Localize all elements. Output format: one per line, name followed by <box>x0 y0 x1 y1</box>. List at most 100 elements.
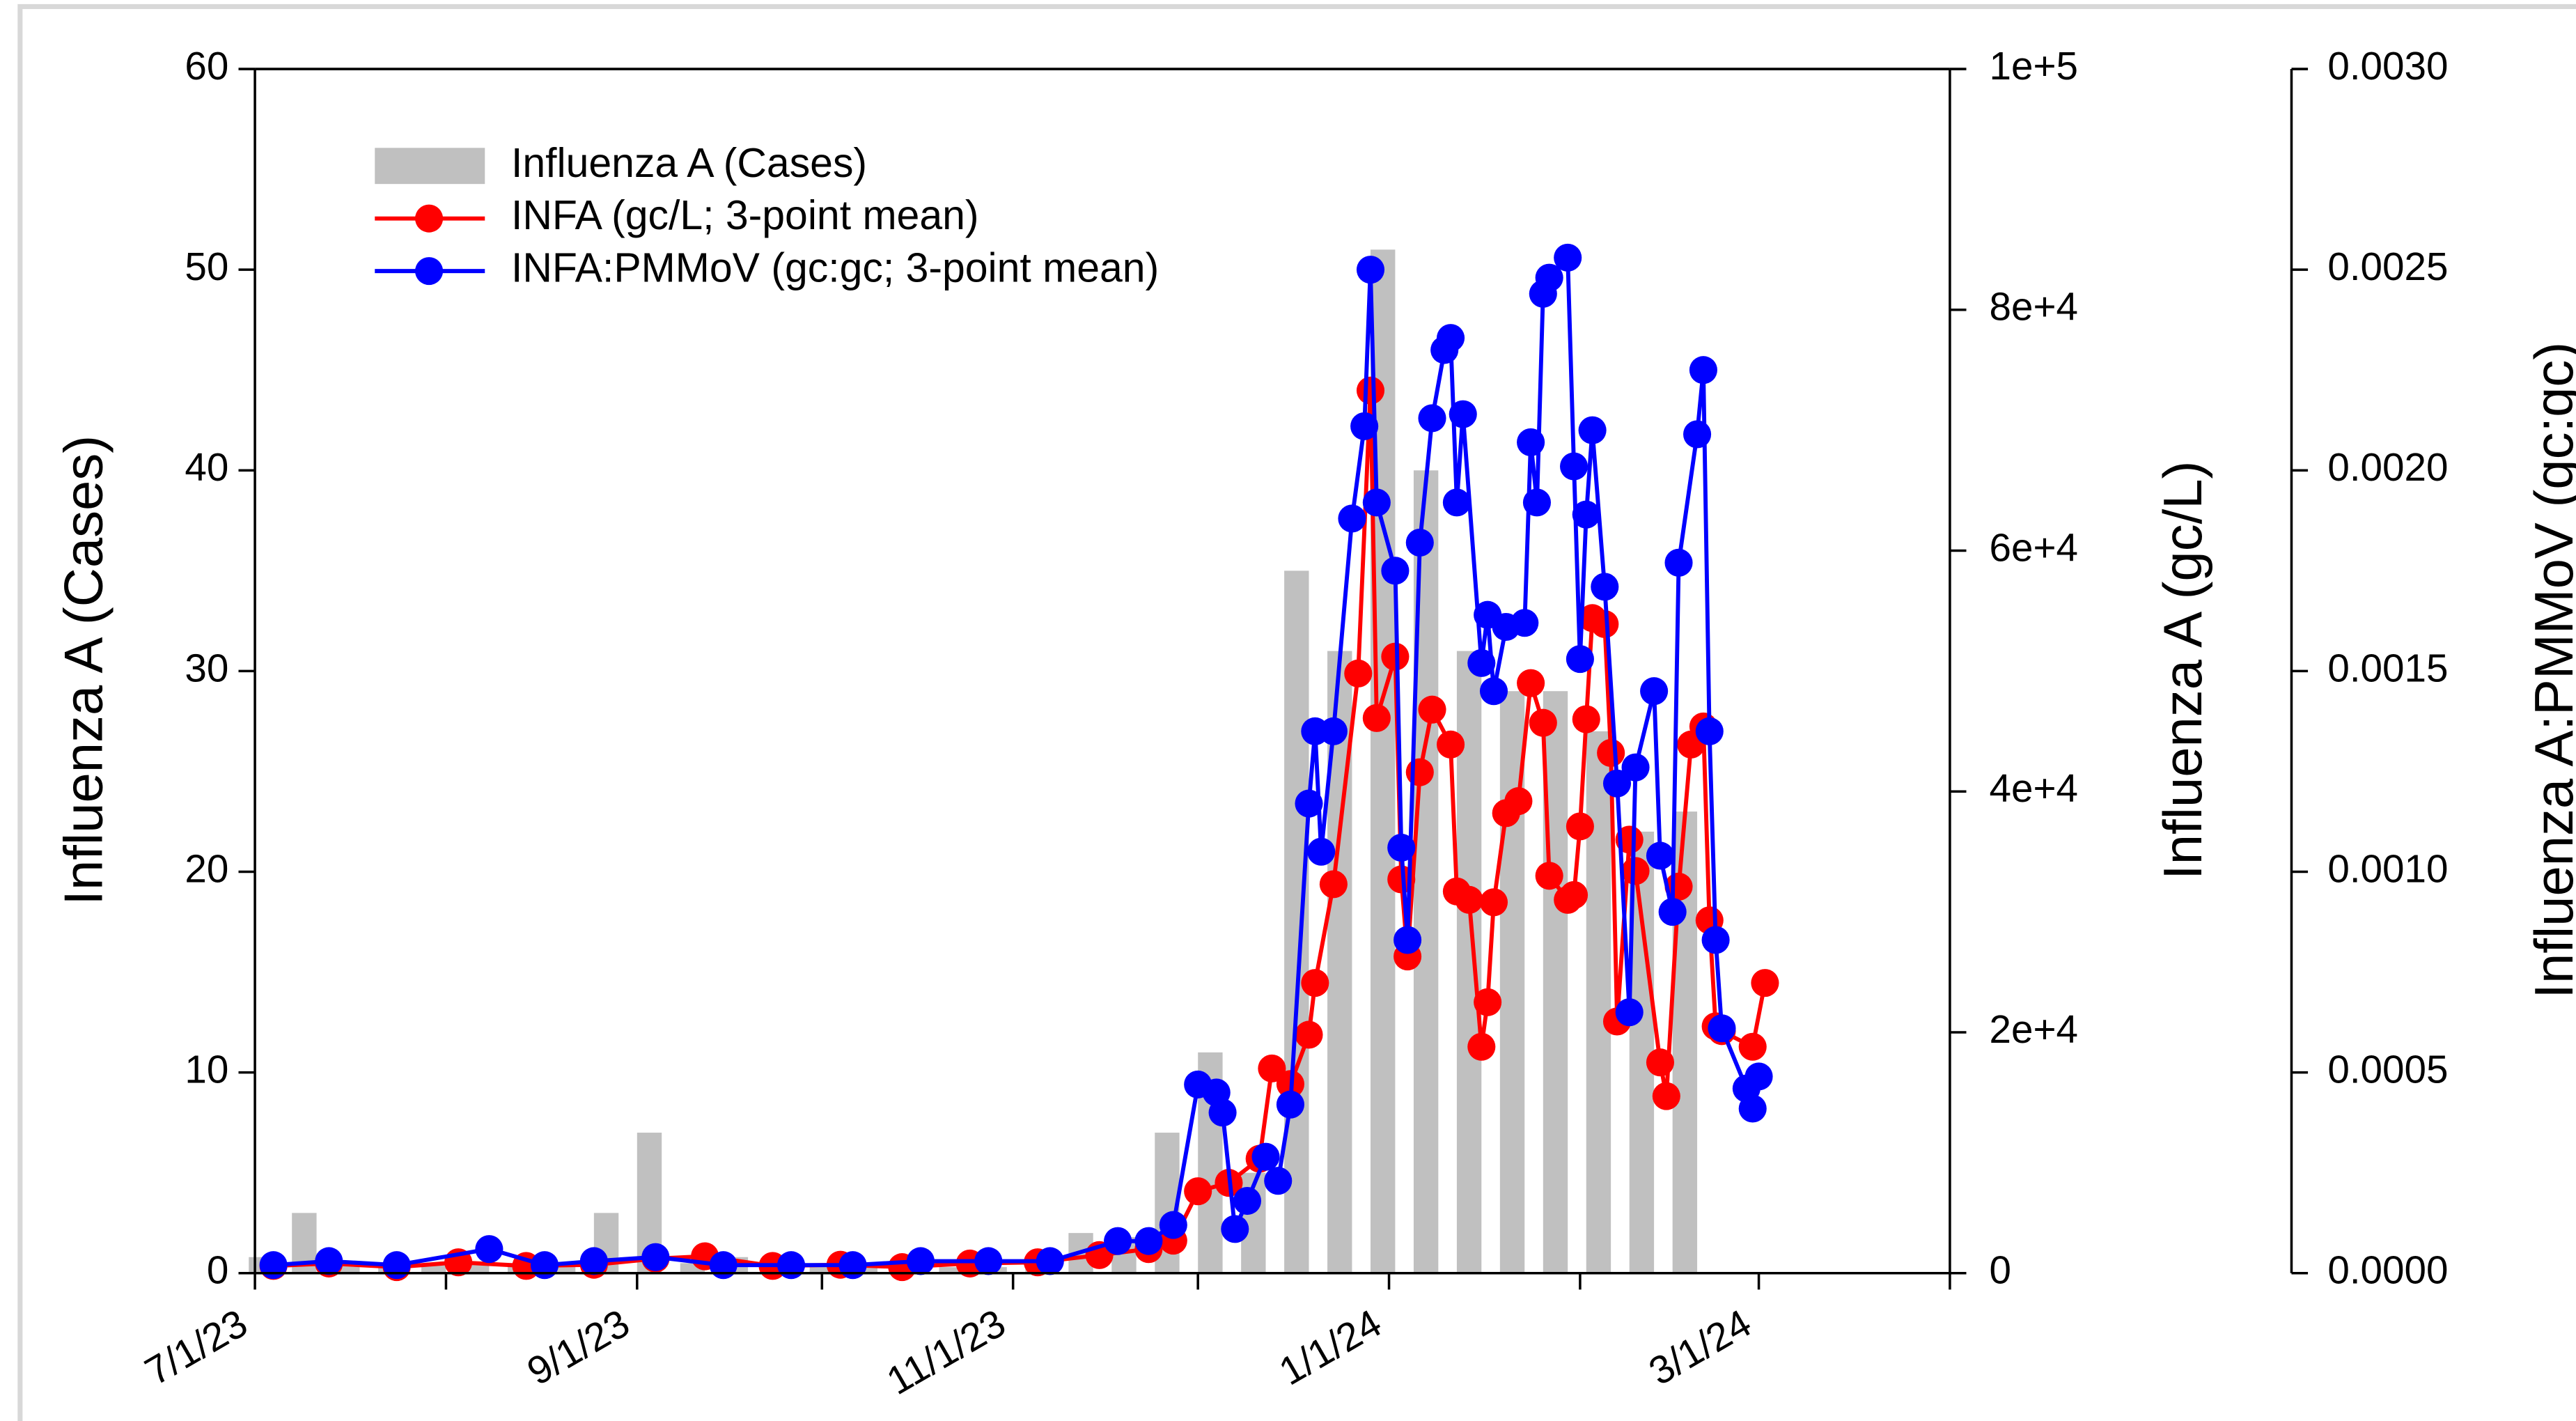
y-axis-label: Influenza A (Cases) <box>54 435 114 906</box>
bar <box>1284 570 1309 1273</box>
series-marker <box>1701 926 1730 954</box>
series-marker <box>1566 812 1594 841</box>
series-marker <box>974 1247 1003 1275</box>
series-marker <box>1221 1215 1249 1243</box>
series-marker <box>1362 488 1391 517</box>
series-marker <box>1301 969 1329 997</box>
y-tick-label: 30 <box>185 646 228 690</box>
series-marker <box>1307 837 1336 866</box>
series-marker <box>1689 356 1717 385</box>
series-marker <box>1695 717 1724 745</box>
series-marker <box>1134 1227 1163 1255</box>
series-marker <box>1708 1014 1736 1043</box>
legend-label: INFA:PMMoV (gc:gc; 3-point mean) <box>511 246 1159 291</box>
y-tick-label: 40 <box>185 445 228 489</box>
series-marker <box>1418 695 1446 724</box>
series-marker <box>1529 708 1557 737</box>
series-marker <box>1738 1032 1767 1061</box>
series-marker <box>1597 738 1625 767</box>
series-marker <box>1295 789 1323 818</box>
y3-tick-label: 0.0005 <box>2327 1048 2448 1092</box>
series-marker <box>1511 609 1539 637</box>
bar <box>939 1267 964 1273</box>
series-marker <box>1405 528 1434 557</box>
series-marker <box>1591 609 1619 639</box>
series-marker <box>906 1247 935 1275</box>
y2-tick-label: 1e+5 <box>1990 44 2078 88</box>
series-marker <box>315 1247 343 1275</box>
y2-tick-label: 4e+4 <box>1990 766 2078 810</box>
series-marker <box>1572 500 1600 529</box>
bar <box>1586 731 1611 1273</box>
bar <box>1456 651 1482 1273</box>
series-marker <box>1591 573 1619 601</box>
series-marker <box>1381 557 1410 585</box>
series-marker <box>1646 841 1675 870</box>
series-marker <box>1751 969 1779 997</box>
y3-tick-label: 0.0000 <box>2327 1248 2448 1292</box>
y2-axis-label: Influenza A (gc/L) <box>2153 461 2213 880</box>
series-marker <box>1652 1082 1680 1110</box>
y2-tick-label: 0 <box>1990 1248 2011 1292</box>
y2-tick-label: 8e+4 <box>1990 285 2078 329</box>
legend-label: Influenza A (Cases) <box>511 141 867 186</box>
series-marker <box>1362 704 1391 732</box>
series-marker <box>1578 416 1607 444</box>
series-marker <box>1449 400 1477 428</box>
series-marker <box>1664 548 1693 577</box>
series-marker <box>1646 1048 1675 1077</box>
series-marker <box>1572 705 1600 733</box>
series-marker <box>1658 898 1687 926</box>
series-marker <box>1208 1098 1237 1127</box>
series-marker <box>1251 1142 1280 1171</box>
series-marker <box>1621 857 1650 885</box>
series-marker <box>1350 412 1379 440</box>
series-marker <box>1479 888 1508 917</box>
legend-marker <box>415 204 444 233</box>
series-marker <box>1522 488 1551 517</box>
series-marker <box>838 1251 867 1280</box>
y-tick-label: 10 <box>185 1048 228 1092</box>
series-marker <box>530 1251 559 1280</box>
series-marker <box>1615 998 1644 1027</box>
series-marker <box>1442 488 1471 517</box>
series-marker <box>1560 880 1588 909</box>
y3-axis-label: Influenza A:PMMoV (gc:gc) <box>2524 342 2576 999</box>
series-marker <box>1554 243 1582 272</box>
series-marker <box>1276 1090 1304 1119</box>
series-marker <box>1184 1177 1212 1206</box>
series-marker <box>1356 256 1385 284</box>
series-marker <box>1338 504 1366 533</box>
series-marker <box>1295 1020 1323 1049</box>
series-marker <box>641 1243 670 1271</box>
y-tick-label: 20 <box>185 846 228 890</box>
y-tick-label: 50 <box>185 244 228 288</box>
series-marker <box>1535 862 1563 890</box>
series-marker <box>1344 659 1373 688</box>
series-marker <box>1258 1054 1286 1082</box>
y3-tick-label: 0.0030 <box>2327 44 2448 88</box>
series-marker <box>1479 677 1508 706</box>
legend-label: INFA (gc/L; 3-point mean) <box>511 193 979 238</box>
series-marker <box>1602 769 1632 798</box>
series-marker <box>1683 420 1712 449</box>
y2-tick-label: 6e+4 <box>1990 525 2078 569</box>
series-marker <box>1517 669 1545 697</box>
series-marker <box>1566 645 1594 674</box>
legend: Influenza A (Cases) INFA (gc/L; 3-point m… <box>375 141 1159 291</box>
series-marker <box>1264 1167 1293 1195</box>
series-marker <box>1418 404 1446 433</box>
series-marker <box>1387 833 1416 862</box>
y-tick-label: 0 <box>207 1248 228 1292</box>
series-marker <box>1535 263 1563 292</box>
series-marker <box>1319 870 1348 899</box>
series-marker <box>1356 376 1385 405</box>
series-marker <box>382 1251 411 1280</box>
series-marker <box>1560 452 1588 481</box>
series-marker <box>1405 758 1434 786</box>
series-marker <box>1621 753 1650 782</box>
y3-tick-label: 0.0010 <box>2327 846 2448 890</box>
series-marker <box>1437 730 1465 759</box>
